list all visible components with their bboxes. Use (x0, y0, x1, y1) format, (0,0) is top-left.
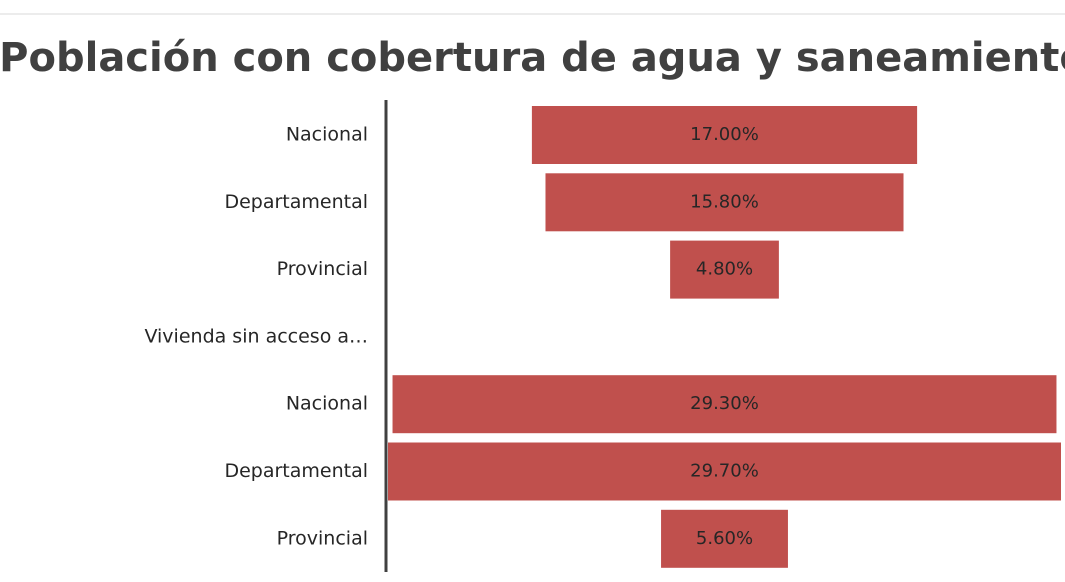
bar (388, 442, 1061, 501)
category-label: Departamental (224, 460, 368, 482)
category-label: Provincial (277, 527, 368, 549)
value-label: 17.00% (690, 124, 759, 145)
bar (392, 375, 1057, 434)
chart-title: Población con cobertura de agua y saneam… (0, 35, 1065, 81)
value-label: 4.80% (696, 259, 753, 280)
category-label: Departamental (224, 191, 368, 213)
category-label: Nacional (286, 124, 368, 146)
value-label: 29.70% (690, 461, 759, 482)
category-label: Nacional (286, 393, 368, 415)
bar (545, 173, 904, 232)
bar (661, 509, 788, 568)
value-label: 29.30% (690, 393, 759, 414)
bar (670, 240, 779, 299)
value-label: 5.60% (696, 528, 753, 549)
category-label: Provincial (277, 258, 368, 280)
bar (531, 106, 918, 164)
value-label: 15.80% (690, 191, 759, 212)
category-label: Vivienda sin acceso a… (144, 325, 368, 347)
